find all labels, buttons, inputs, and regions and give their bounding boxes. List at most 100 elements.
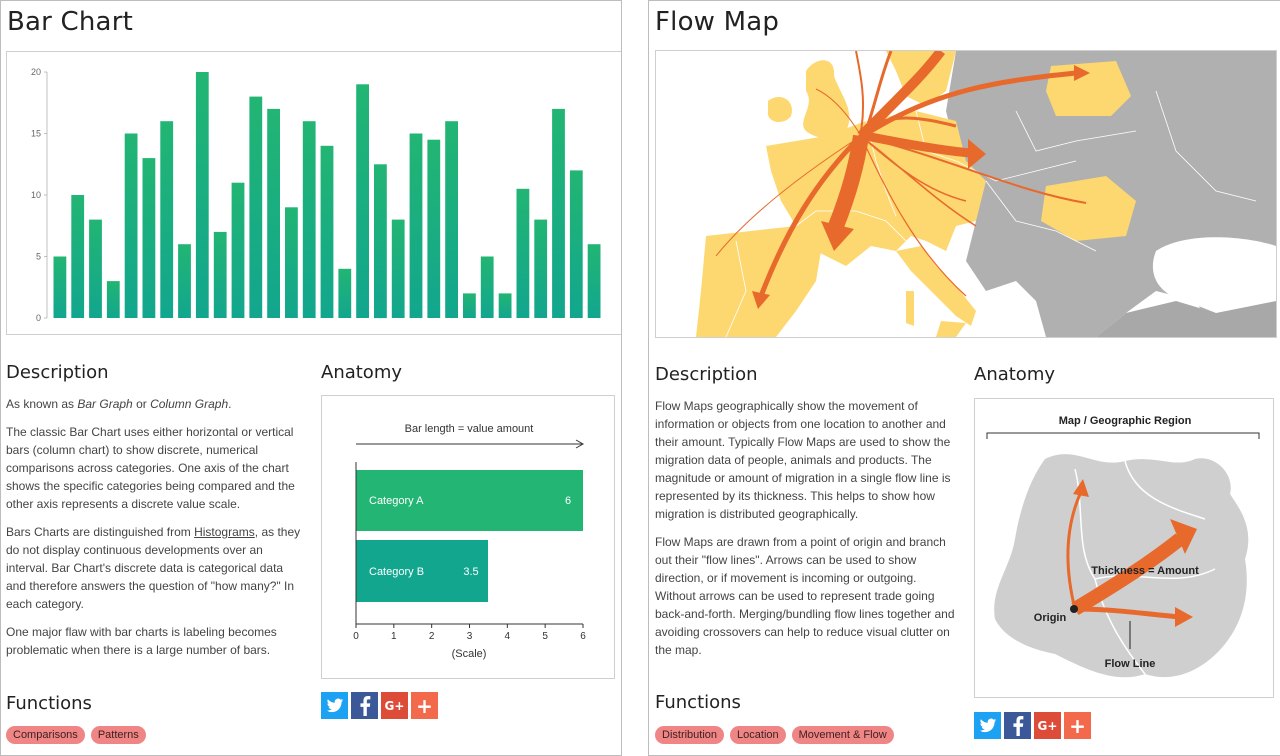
bar xyxy=(374,164,387,319)
description-heading: Description xyxy=(655,364,758,385)
bar xyxy=(587,244,601,318)
bar xyxy=(195,72,209,318)
bar xyxy=(498,293,512,318)
bar-chart-figure: 0 5 10 15 20 xyxy=(6,51,621,335)
y-tick-label: 15 xyxy=(31,129,41,139)
bar xyxy=(231,182,245,318)
y-tick-label: 0 xyxy=(36,313,41,323)
more-share-button[interactable]: + xyxy=(1064,712,1091,739)
category-a-value: 6 xyxy=(565,495,571,507)
scale-label: (Scale) xyxy=(452,648,487,660)
function-tags: Comparisons Patterns xyxy=(6,726,146,744)
bar xyxy=(160,121,174,318)
facebook-icon xyxy=(359,695,370,716)
flow-map xyxy=(656,47,1276,338)
share-buttons: G+ + xyxy=(974,712,1091,739)
tag-distribution[interactable]: Distribution xyxy=(655,726,725,744)
twitter-share-button[interactable] xyxy=(321,692,348,719)
twitter-share-button[interactable] xyxy=(974,712,1001,739)
description-text: As known as Bar Graph or Column Graph. T… xyxy=(6,395,306,669)
description-paragraph: One major flaw with bar charts is labeli… xyxy=(6,625,277,657)
flow-map-panel: Flow Map xyxy=(648,0,1280,756)
bar xyxy=(53,256,67,318)
sardinia-region xyxy=(906,291,914,326)
tag-patterns[interactable]: Patterns xyxy=(90,726,146,744)
bar-chart-anatomy: Bar length = value amount Category A 6 C… xyxy=(353,423,586,660)
scale-tick-label: 2 xyxy=(429,631,435,642)
google-plus-icon: G+ xyxy=(384,698,405,713)
bar xyxy=(463,293,476,318)
bar xyxy=(427,139,441,318)
twitter-icon xyxy=(979,718,996,732)
bar xyxy=(267,108,280,319)
facebook-share-button[interactable] xyxy=(351,692,378,719)
thickness-label: Thickness = Amount xyxy=(1091,565,1199,577)
anatomy-header: Bar length = value amount xyxy=(405,423,534,435)
bar xyxy=(480,256,494,318)
twitter-icon xyxy=(326,698,343,712)
description-paragraph: The classic Bar Chart uses either horizo… xyxy=(6,425,295,511)
bar xyxy=(569,170,583,318)
region-bracket xyxy=(986,432,1260,439)
italy-region xyxy=(896,246,976,326)
scale-tick-label: 3 xyxy=(467,631,473,642)
google-plus-share-button[interactable]: G+ xyxy=(381,692,408,719)
bar xyxy=(89,219,102,318)
facebook-share-button[interactable] xyxy=(1004,712,1031,739)
scale-tick-label: 0 xyxy=(353,631,359,642)
bar-category-a xyxy=(356,470,583,531)
bar xyxy=(552,108,565,319)
flow-line-label: Flow Line xyxy=(1105,658,1156,670)
bar xyxy=(445,121,458,318)
anatomy-figure: Map / Geographic Region Thickness = Amou… xyxy=(974,398,1274,698)
description-paragraph: Flow Maps geographically show the moveme… xyxy=(655,399,951,521)
romania-region xyxy=(1041,176,1136,241)
google-plus-icon: G+ xyxy=(1037,718,1058,733)
bar xyxy=(302,121,316,318)
functions-heading: Functions xyxy=(6,693,92,714)
black-sea xyxy=(1152,237,1276,313)
description-paragraph: As known as Bar Graph or Column Graph. xyxy=(6,397,232,411)
function-tags: Distribution Location Movement & Flow xyxy=(655,726,894,744)
description-paragraph: Flow Maps are drawn from a point of orig… xyxy=(655,535,955,657)
scale-tick-label: 5 xyxy=(542,631,548,642)
origin-point xyxy=(1070,605,1078,613)
plus-icon: + xyxy=(416,693,433,718)
tag-comparisons[interactable]: Comparisons xyxy=(6,726,85,744)
functions-heading: Functions xyxy=(655,692,741,713)
bar xyxy=(516,188,530,318)
bar-category-b xyxy=(356,540,488,602)
bar-chart-panel: Bar Chart 0 5 10 15 20 Description Anatomy A… xyxy=(0,0,622,756)
flow-map-anatomy: Map / Geographic Region Thickness = Amou… xyxy=(986,415,1260,678)
scale-ticks: 0 1 2 3 4 5 6 xyxy=(353,624,586,642)
origin-label: Origin xyxy=(1034,612,1067,624)
more-share-button[interactable]: + xyxy=(411,692,438,719)
bar xyxy=(142,158,156,318)
sicily-region xyxy=(936,321,966,337)
region-borders xyxy=(1074,460,1216,675)
flow-map-figure xyxy=(655,47,1277,338)
tag-location[interactable]: Location xyxy=(730,726,786,744)
google-plus-share-button[interactable]: G+ xyxy=(1034,712,1061,739)
bar xyxy=(356,84,369,318)
tag-movement-flow[interactable]: Movement & Flow xyxy=(791,726,894,744)
bar xyxy=(178,244,191,318)
bar xyxy=(71,195,85,318)
histograms-link[interactable]: Histograms xyxy=(194,525,255,539)
flow-lines xyxy=(715,47,1090,309)
facebook-icon xyxy=(1012,715,1023,736)
category-b-value: 3.5 xyxy=(463,566,478,578)
anatomy-figure: Bar length = value amount Category A 6 C… xyxy=(321,395,615,679)
category-a-label: Category A xyxy=(369,495,424,507)
y-tick-label: 5 xyxy=(36,252,41,262)
anatomy-heading: Anatomy xyxy=(321,362,403,383)
y-tick-label: 10 xyxy=(31,190,41,200)
bar xyxy=(534,219,548,318)
bar xyxy=(124,133,138,318)
scale-tick-label: 6 xyxy=(580,631,586,642)
bar xyxy=(106,281,120,318)
page-title: Flow Map xyxy=(655,7,780,37)
uk-region xyxy=(803,60,850,139)
scale-tick-label: 1 xyxy=(391,631,397,642)
bar xyxy=(285,207,298,318)
